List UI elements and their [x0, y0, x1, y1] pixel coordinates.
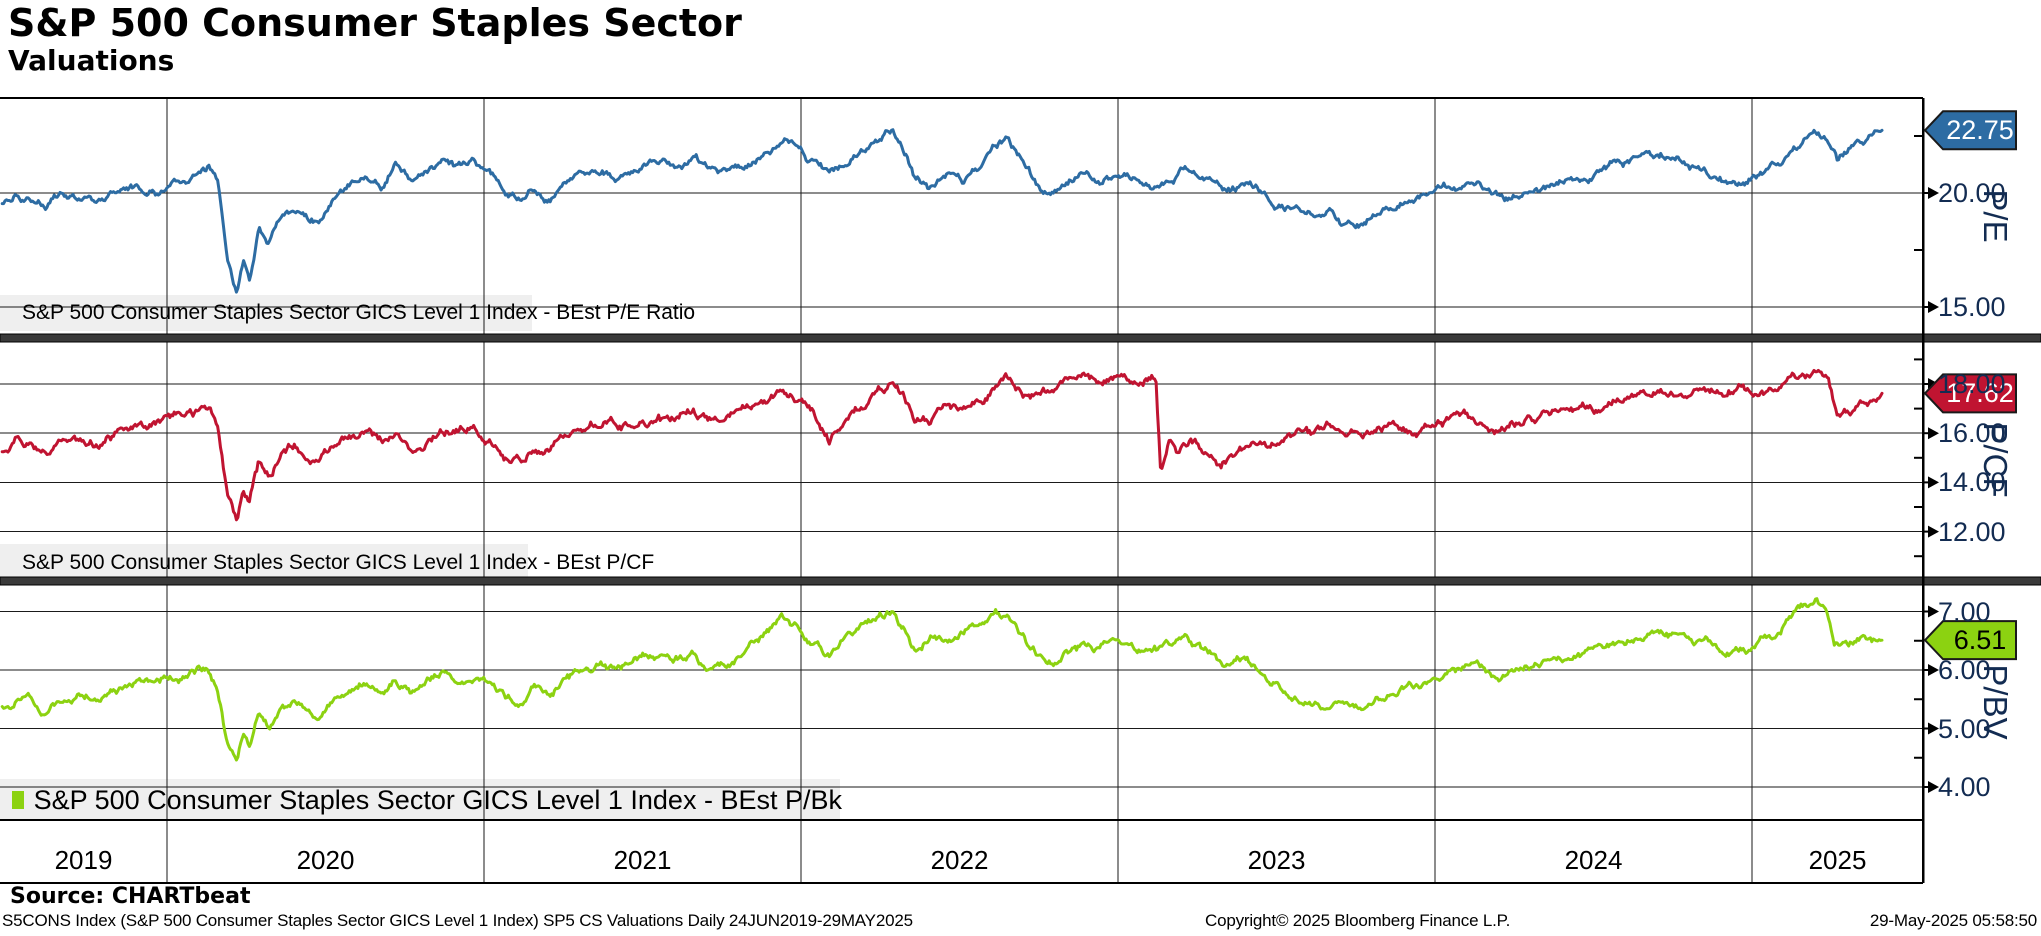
y-tick-label: 7.00 [1938, 596, 1991, 627]
y-tick-label: 5.00 [1938, 713, 1991, 744]
legend-marker-green-icon [12, 791, 24, 809]
y-tick-label: 14.00 [1938, 467, 2006, 498]
last-value-badge-shape-best-pcf [1923, 373, 2017, 414]
last-value-badge-pe: 22.75 [1946, 114, 2014, 145]
legend-label: S&P 500 Consumer Staples Sector GICS Lev… [22, 301, 696, 324]
series-line-best-pcf [0, 368, 1884, 522]
y-tick-label: 15.00 [1938, 292, 2006, 322]
y-tick-label: 16.00 [1938, 418, 2006, 449]
x-year-label: 2019 [54, 845, 113, 875]
last-value-badge-pcf: 17.62 [1946, 377, 2014, 408]
y-tick-label: 20.00 [1938, 178, 2006, 208]
page-subtitle: Valuations [8, 44, 175, 77]
legend-label: S&P 500 Consumer Staples Sector GICS Lev… [33, 784, 842, 815]
footer-copyright: Copyright© 2025 Bloomberg Finance L.P. [1205, 911, 1511, 930]
axis-title-pe: P/E [1977, 189, 2014, 243]
source-line: Source: CHARTbeat [10, 884, 251, 909]
year-gridlines [166, 98, 1753, 883]
y-axis-tick-arrows [1914, 135, 1939, 793]
last-value-badge-shape-best-pe-ratio [1923, 110, 2017, 151]
series-line-best-pbk [0, 597, 1884, 762]
legend-pe: S&P 500 Consumer Staples Sector GICS Lev… [12, 295, 695, 331]
y-tick-label: 6.00 [1938, 655, 1991, 685]
y-tick-label: 4.00 [1938, 772, 1991, 802]
footer-ticker-info: S5CONS Index (S&P 500 Consumer Staples S… [2, 911, 913, 930]
y-tick-label: 18.00 [1938, 369, 2006, 399]
legend-pcf: S&P 500 Consumer Staples Sector GICS Lev… [12, 544, 654, 582]
x-year-label: 2023 [1247, 845, 1306, 875]
page-title: S&P 500 Consumer Staples Sector [8, 1, 742, 45]
y-tick-label: 12.00 [1938, 516, 2006, 547]
plot-borders [0, 97, 1925, 884]
panel-dividers [0, 333, 2041, 586]
footer-timestamp: 29-May-2025 05:58:50 [1869, 911, 2037, 930]
last-value-badge-shape-best-pbk [1923, 620, 2017, 661]
x-year-label: 2022 [930, 845, 989, 875]
x-year-label: 2020 [296, 845, 355, 875]
legend-label: S&P 500 Consumer Staples Sector GICS Lev… [22, 551, 655, 574]
x-year-label: 2025 [1808, 845, 1867, 875]
value-gridlines [0, 192, 1923, 788]
legend-backgrounds [0, 295, 840, 821]
series-line-best-pe-ratio [0, 128, 1884, 294]
last-value-badge-pbv: 6.51 [1953, 624, 2007, 655]
x-year-label: 2021 [613, 845, 672, 875]
x-year-label: 2024 [1564, 845, 1623, 875]
legend-pbk: S&P 500 Consumer Staples Sector GICS Lev… [12, 779, 842, 821]
